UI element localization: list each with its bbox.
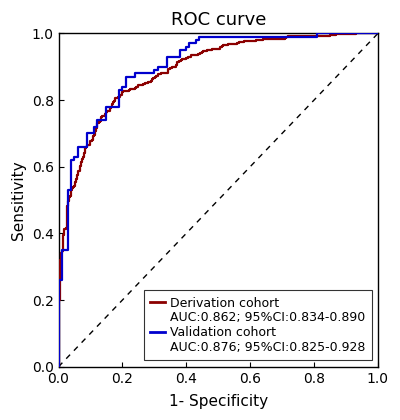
X-axis label: 1- Specificity: 1- Specificity <box>169 394 268 409</box>
Legend: Derivation cohort, AUC:0.862; 95%CI:0.834-0.890, Validation cohort, AUC:0.876; 9: Derivation cohort, AUC:0.862; 95%CI:0.83… <box>144 290 372 360</box>
Y-axis label: Sensitivity: Sensitivity <box>11 160 26 240</box>
Title: ROC curve: ROC curve <box>170 11 266 29</box>
